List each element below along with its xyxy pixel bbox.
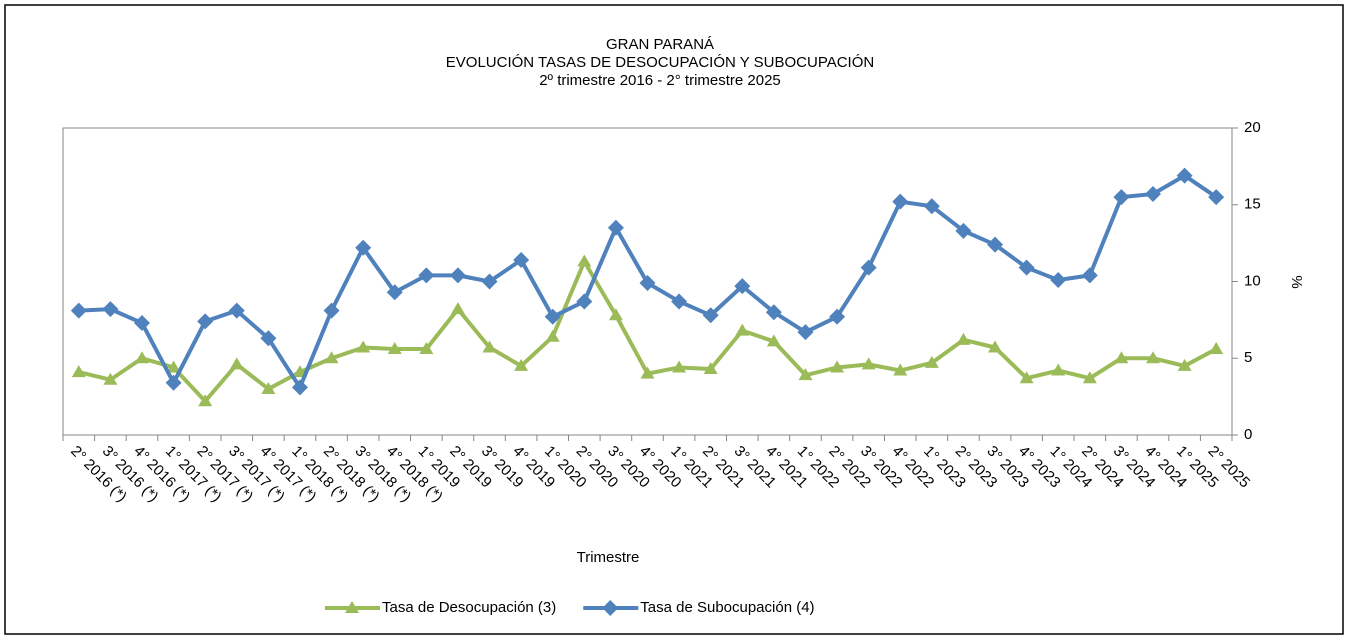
data-point bbox=[860, 259, 877, 276]
data-point bbox=[1114, 351, 1129, 364]
data-point bbox=[323, 302, 340, 319]
data-point bbox=[734, 278, 751, 295]
data-point bbox=[766, 334, 781, 347]
data-point bbox=[1082, 371, 1097, 384]
legend-label: Tasa de Subocupación (4) bbox=[640, 599, 814, 616]
data-point bbox=[1209, 342, 1224, 355]
data-point bbox=[702, 307, 719, 324]
legend-marker bbox=[602, 600, 619, 616]
data-point bbox=[607, 219, 624, 236]
data-point bbox=[893, 363, 908, 376]
y-axis-title: % bbox=[1288, 275, 1305, 288]
chart-title: GRAN PARANÁ bbox=[606, 36, 714, 53]
data-point bbox=[988, 340, 1003, 353]
data-point bbox=[640, 366, 655, 379]
data-point bbox=[260, 330, 277, 347]
data-point bbox=[197, 313, 214, 330]
data-point bbox=[1113, 189, 1130, 206]
data-point bbox=[797, 324, 814, 341]
chart-subtitle: 2º trimestre 2016 - 2° trimestre 2025 bbox=[539, 72, 781, 89]
data-point bbox=[229, 357, 244, 370]
data-point bbox=[291, 379, 308, 396]
data-point bbox=[419, 342, 434, 355]
data-point bbox=[703, 361, 718, 374]
data-point bbox=[829, 308, 846, 325]
data-point bbox=[133, 314, 150, 331]
data-point bbox=[672, 360, 687, 373]
data-point bbox=[1145, 186, 1162, 203]
y-tick-label: 10 bbox=[1244, 272, 1261, 289]
data-point bbox=[1019, 371, 1034, 384]
data-point bbox=[765, 304, 782, 321]
y-tick-label: 0 bbox=[1244, 426, 1252, 443]
data-point bbox=[449, 267, 466, 284]
data-point bbox=[1176, 167, 1193, 184]
chart-subtitle: EVOLUCIÓN TASAS DE DESOCUPACIÓN Y SUBOCU… bbox=[446, 54, 874, 71]
data-point bbox=[355, 239, 372, 256]
data-point bbox=[1146, 351, 1161, 364]
data-point bbox=[165, 374, 182, 391]
y-tick-label: 20 bbox=[1244, 119, 1261, 136]
data-point bbox=[356, 340, 371, 353]
data-point bbox=[639, 275, 656, 292]
data-point bbox=[544, 308, 561, 325]
data-point bbox=[1050, 271, 1067, 288]
data-point bbox=[1081, 267, 1098, 284]
data-point bbox=[671, 293, 688, 310]
data-point bbox=[735, 323, 750, 336]
data-point bbox=[418, 267, 435, 284]
chart-border bbox=[4, 4, 1344, 635]
data-point bbox=[608, 308, 623, 321]
data-point bbox=[1208, 189, 1225, 206]
data-point bbox=[450, 302, 465, 315]
data-point bbox=[102, 301, 119, 318]
data-point bbox=[861, 357, 876, 370]
data-point bbox=[924, 355, 939, 368]
data-point bbox=[1051, 363, 1066, 376]
data-point bbox=[134, 351, 149, 364]
data-point bbox=[956, 332, 971, 345]
data-point bbox=[514, 358, 529, 371]
data-point bbox=[166, 360, 181, 373]
data-point bbox=[71, 365, 86, 378]
data-point bbox=[1177, 358, 1192, 371]
data-point bbox=[70, 302, 87, 319]
data-point bbox=[545, 329, 560, 342]
data-point bbox=[892, 193, 909, 210]
data-point bbox=[386, 284, 403, 301]
data-point bbox=[198, 394, 213, 407]
x-axis-title: Trimestre bbox=[577, 549, 640, 566]
data-point bbox=[103, 372, 118, 385]
data-point bbox=[987, 236, 1004, 253]
legend-marker bbox=[345, 601, 359, 613]
data-point bbox=[261, 381, 276, 394]
data-point bbox=[324, 351, 339, 364]
data-point bbox=[576, 293, 593, 310]
y-tick-label: 15 bbox=[1244, 196, 1261, 213]
data-point bbox=[577, 254, 592, 267]
data-point bbox=[798, 368, 813, 381]
data-point bbox=[830, 360, 845, 373]
data-point bbox=[923, 198, 940, 215]
data-point bbox=[482, 340, 497, 353]
data-point bbox=[387, 342, 402, 355]
data-point bbox=[1018, 259, 1035, 276]
data-point bbox=[513, 252, 530, 269]
data-point bbox=[228, 302, 245, 319]
data-point bbox=[481, 273, 498, 290]
legend-label: Tasa de Desocupación (3) bbox=[382, 599, 556, 616]
data-point bbox=[955, 222, 972, 239]
y-tick-label: 5 bbox=[1244, 349, 1252, 366]
